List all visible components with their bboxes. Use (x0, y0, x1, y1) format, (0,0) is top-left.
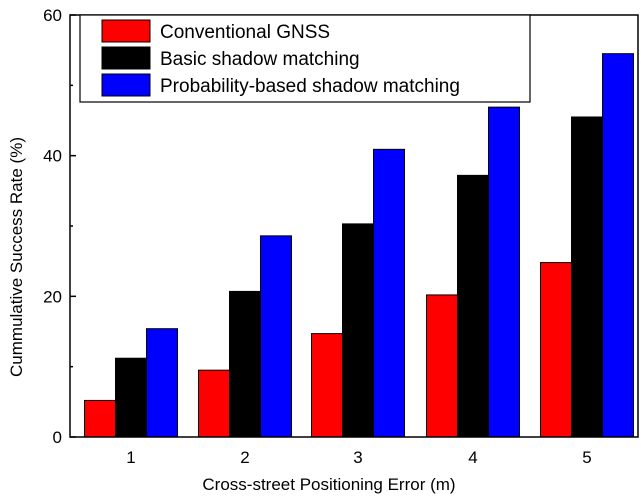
ticks-layer: 0 20 40 60 1 2 3 4 5 (43, 6, 592, 467)
y-tick-label: 40 (43, 147, 62, 166)
y-tick-label: 0 (53, 428, 62, 447)
bars-layer (84, 53, 634, 438)
bar-series-2-category-5 (571, 116, 603, 438)
bar-series-3-category-1 (146, 328, 178, 438)
x-tick-label: 5 (582, 448, 591, 467)
legend: Conventional GNSS Basic shadow matching Pr… (79, 14, 531, 103)
bar-series-2-category-3 (342, 223, 374, 438)
legend-swatch (101, 73, 151, 97)
bar-series-2-category-2 (229, 290, 261, 438)
bar-series-1-category-5 (540, 262, 572, 438)
x-tick-label: 4 (468, 448, 477, 467)
legend-label: Probability-based shadow matching (160, 76, 460, 97)
legend-swatch (101, 46, 151, 70)
x-tick-label: 3 (353, 448, 362, 467)
x-axis-title: Cross-street Positioning Error (m) (202, 475, 455, 494)
y-tick-label: 60 (43, 6, 62, 25)
bar-series-1-category-1 (84, 399, 116, 438)
bar-series-3-category-4 (488, 106, 520, 438)
bar-series-1-category-4 (426, 294, 458, 438)
bar-series-2-category-1 (115, 357, 147, 438)
legend-label: Conventional GNSS (160, 22, 330, 43)
legend-box (79, 14, 531, 103)
bar-series-3-category-2 (260, 235, 292, 438)
legend-label: Basic shadow matching (160, 49, 360, 70)
x-tick-label: 2 (240, 448, 249, 467)
bar-series-2-category-4 (457, 174, 489, 438)
bar-series-1-category-2 (198, 369, 230, 438)
legend-swatch (101, 19, 151, 43)
y-axis-title: Cummulative Success Rate (%) (7, 137, 26, 377)
bar-series-3-category-5 (602, 53, 634, 438)
x-tick-label: 1 (126, 448, 135, 467)
bar-series-3-category-3 (373, 148, 405, 438)
bar-series-1-category-3 (311, 333, 343, 438)
y-tick-label: 20 (43, 287, 62, 306)
